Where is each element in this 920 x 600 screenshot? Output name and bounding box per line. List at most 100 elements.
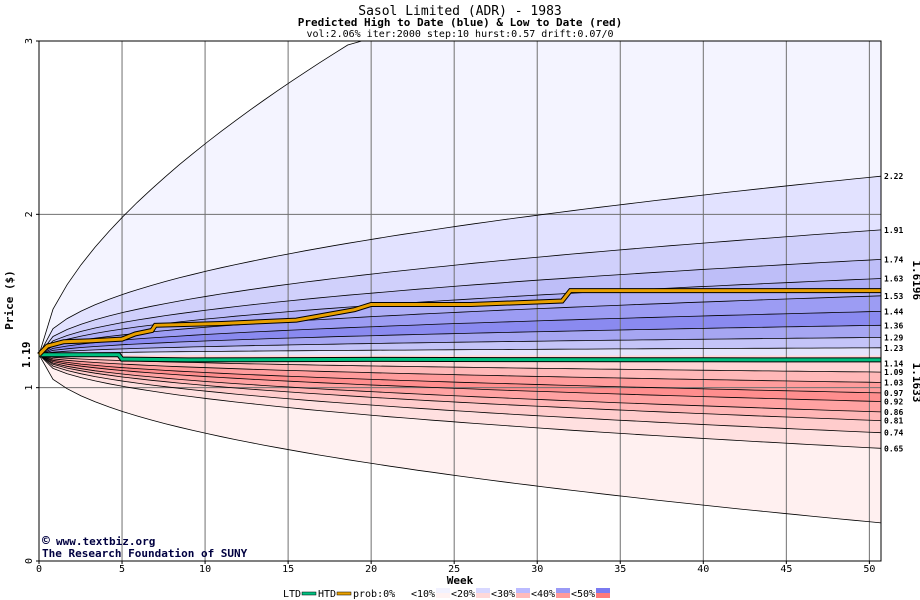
axes: 0 5 10 15 20 25 30 35 40 45 50 0 1 2 3 [24,38,882,575]
y-axis-label: Price ($) [3,270,16,330]
htd-final-label: 1.6196 [910,260,920,300]
high-band [39,259,881,355]
right-value-label: 1.74 [884,255,903,264]
low-band [39,354,881,421]
legend-bin-label: <40% [531,589,555,600]
x-tick-label: 45 [780,564,792,575]
copyright-symbol: © [42,534,50,549]
contour-line [38,337,882,356]
legend-swatch-5-low [596,593,610,598]
contour-line [38,354,882,434]
low-band [39,354,881,393]
high-band [39,278,881,355]
legend-bin-label: <30% [491,589,515,600]
plot-frame [38,40,882,562]
legend-swatch-5-high [596,588,610,593]
x-tick-label: 30 [531,564,543,575]
legend-ltd-swatch [301,591,317,596]
x-tick-label: 25 [448,564,460,575]
right-labels: 2.22 1.91 1.74 1.63 1.53 1.44 1.36 1.29 1.23 1.14… [884,172,903,453]
legend-bin-label: <10% [411,589,435,600]
high-band [39,295,881,355]
contour-line [38,311,882,356]
legend-swatch-0-low [396,593,410,598]
low-band [39,354,881,433]
x-tick-label: 0 [36,564,42,575]
y-tick-label: 1 [24,385,35,391]
low-band [39,354,881,523]
right-value-label: 0.74 [884,429,903,438]
x-axis-label: Week [447,574,474,587]
contour-line [38,259,882,355]
contour-line [38,354,882,383]
high-band [39,325,881,355]
chart-title: Sasol Limited (ADR) - 1983 [358,4,562,19]
right-value-label: 0.97 [884,389,903,398]
legend-prob-label: prob:0% [353,589,395,600]
legend: LTD HTD prob:0% <10% <20% <30% <40% <50% [283,588,610,600]
x-tick-label: 35 [614,564,626,575]
high-band [39,41,881,355]
grid [39,40,881,561]
y-tick-label: 0 [24,558,35,564]
legend-htd-label: HTD [318,589,336,600]
probability-bands [39,41,881,523]
low-band [39,354,881,449]
x-tick-label: 20 [365,564,377,575]
right-value-label: 1.14 [884,359,903,368]
chart-subtitle: Predicted High to Date (blue) & Low to D… [298,16,623,29]
right-value-label: 0.81 [884,417,903,426]
contour-line [38,354,882,394]
contour-line [38,354,882,402]
high-band [39,347,881,356]
x-tick-label: 50 [863,564,875,575]
right-value-label: 1.91 [884,226,903,235]
high-band [39,311,881,355]
contour-line [38,354,882,524]
contour-line [38,347,882,356]
right-value-label: 1.29 [884,333,903,342]
contour-line [38,175,882,355]
right-value-label: 0.65 [884,444,903,453]
legend-swatch-1-low [436,593,450,598]
legend-swatch-1-high [436,588,450,593]
contour-line [38,354,882,421]
high-band [39,176,881,355]
contour-line [38,324,882,356]
x-tick-label: 40 [697,564,709,575]
legend-swatch-3-low [516,593,530,598]
right-value-label: 0.92 [884,398,903,407]
high-band [39,337,881,355]
x-tick-label: 5 [119,564,125,575]
contour-line [38,278,882,356]
legend-bin-label: <20% [451,589,475,600]
y-tick-label: 2 [24,211,35,217]
legend-bin-label: <50% [571,589,595,600]
low-band [39,354,881,402]
legend-swatch-2-low [476,593,490,598]
right-value-label: 1.44 [884,307,903,316]
contour-line [38,354,882,449]
low-band [39,354,881,383]
right-value-label: 1.09 [884,368,903,377]
series [37,288,882,363]
legend-htd-swatch [336,591,352,596]
legend-swatch-2-high [476,588,490,593]
legend-swatch-4-low [556,593,570,598]
credit: © www.textbiz.org The Research Foundatio… [42,534,248,560]
right-value-label: 1.23 [884,344,903,353]
legend-swatch-4-high [556,588,570,593]
ltd-line [39,353,882,362]
right-value-label: 1.36 [884,321,903,330]
right-value-label: 2.22 [884,172,903,181]
contour-line [38,229,882,355]
low-band [39,354,881,412]
x-tick-label: 15 [282,564,294,575]
htd-line [37,289,881,356]
contour-line [38,354,882,413]
right-value-label: 0.86 [884,408,903,417]
credit-website: www.textbiz.org [56,535,155,548]
legend-swatch-3-high [516,588,530,593]
ltd-final-label: 1.1633 [910,363,920,403]
